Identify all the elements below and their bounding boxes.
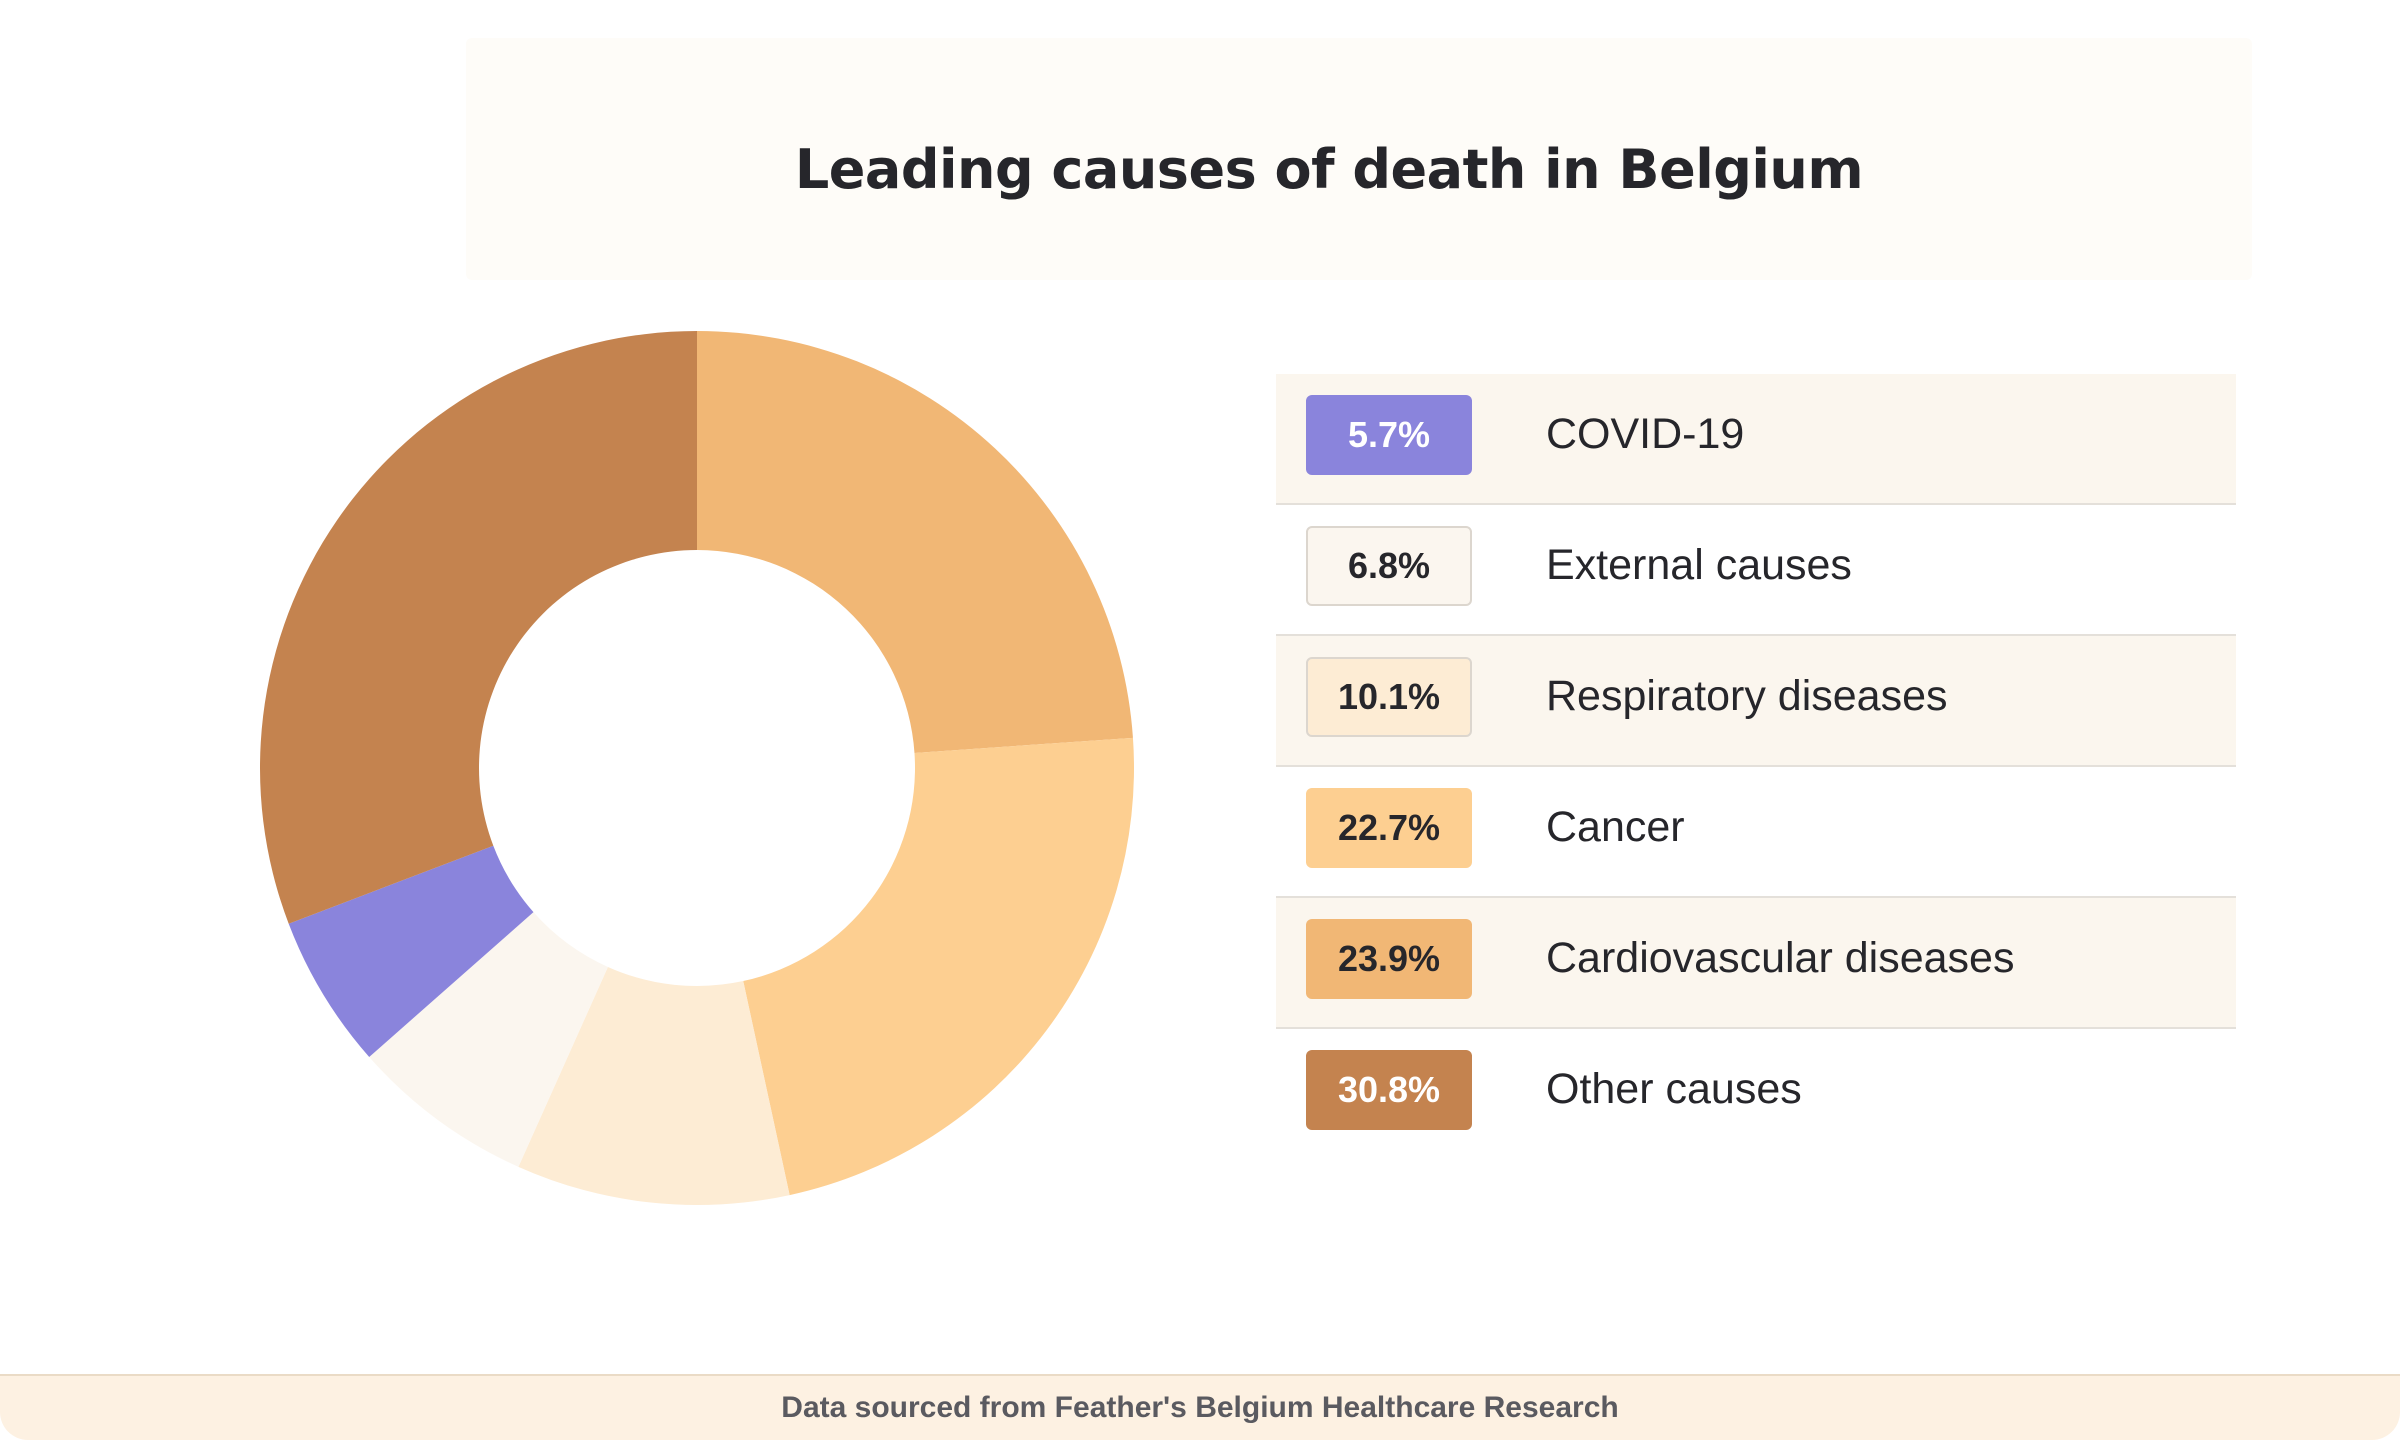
chart-legend: 5.7% COVID-19 6.8% External causes 10.1% Resp… <box>1276 374 2236 1160</box>
footer-bar: Data sourced from Feather's Belgium Heal… <box>0 1374 2400 1440</box>
slice-cancer <box>743 737 1134 1196</box>
donut-chart <box>259 330 1134 1205</box>
legend-label-cancer: Cancer <box>1546 802 1685 851</box>
legend-value-other-causes: 30.8% <box>1306 1050 1472 1130</box>
source-note: Data sourced from Feather's Belgium Heal… <box>781 1391 1619 1424</box>
legend-value-cardiovascular-diseases: 23.9% <box>1306 919 1472 999</box>
legend-label-cardiovascular-diseases: Cardiovascular diseases <box>1546 933 2015 982</box>
legend-row-cardiovascular-diseases: 23.9% Cardiovascular diseases <box>1276 898 2236 1029</box>
slice-covid-19 <box>288 845 534 1057</box>
slice-other-causes <box>259 330 697 924</box>
legend-value-external-causes: 6.8% <box>1306 526 1472 606</box>
legend-label-covid-19: COVID-19 <box>1546 409 1745 458</box>
legend-value-cancer: 22.7% <box>1306 788 1472 868</box>
legend-label-external-causes: External causes <box>1546 540 1852 589</box>
slice-cardiovascular-diseases <box>697 331 1133 753</box>
legend-row-respiratory-diseases: 10.1% Respiratory diseases <box>1276 636 2236 767</box>
legend-row-external-causes: 6.8% External causes <box>1276 505 2236 636</box>
legend-value-covid-19: 5.7% <box>1306 395 1472 475</box>
title-panel: Leading causes of death in Belgium <box>466 38 2252 280</box>
slice-respiratory-diseases <box>518 966 790 1205</box>
legend-label-respiratory-diseases: Respiratory diseases <box>1546 671 1948 720</box>
legend-row-cancer: 22.7% Cancer <box>1276 767 2236 898</box>
legend-row-other-causes: 30.8% Other causes <box>1276 1029 2236 1160</box>
legend-row-covid-19: 5.7% COVID-19 <box>1276 374 2236 505</box>
chart-title: Leading causes of death in Belgium <box>794 138 1864 201</box>
legend-value-respiratory-diseases: 10.1% <box>1306 657 1472 737</box>
slice-external-causes <box>369 912 608 1167</box>
legend-label-other-causes: Other causes <box>1546 1064 1802 1113</box>
